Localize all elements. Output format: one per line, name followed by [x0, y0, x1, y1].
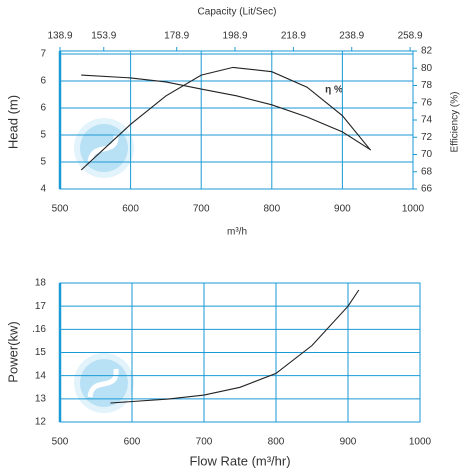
x2-tick-label: 258.9	[398, 31, 423, 42]
y-tick-label: 13	[35, 393, 47, 404]
x2-tick-label: 178.9	[164, 31, 189, 42]
x-axis-title: m³/h	[227, 227, 247, 238]
x-tick-label: 800	[263, 204, 280, 215]
x-tick-label: 900	[340, 437, 357, 448]
annotation: η %	[325, 85, 343, 96]
y2-tick-label: 78	[421, 80, 433, 91]
y-axis-title: Head (m)	[5, 95, 20, 149]
x-tick-label: 900	[334, 204, 351, 215]
y-tick-label: 5	[40, 157, 46, 168]
y2-tick-label: 82	[421, 46, 433, 57]
y-tick-label: 4	[40, 184, 46, 195]
y-tick-label: 7	[40, 49, 46, 60]
line-series	[81, 74, 371, 151]
y2-tick-label: 70	[421, 149, 433, 160]
x-tick-label: 500	[52, 437, 69, 448]
y-axis-title: Power(kw)	[5, 321, 20, 382]
y-tick-label: 17	[35, 301, 47, 312]
y2-tick-label: 76	[421, 97, 433, 108]
x2-tick-label: 198.9	[223, 31, 248, 42]
y-tick-label: 6	[40, 103, 46, 114]
y-tick-label: 6	[40, 76, 46, 87]
x-axis-title: Flow Rate (m³/hr)	[189, 453, 290, 468]
line-series	[80, 66, 372, 171]
line-series	[110, 289, 360, 404]
x-tick-label: 700	[196, 437, 213, 448]
y-tick-label: 14	[35, 370, 47, 381]
x2-tick-label: 153.9	[91, 31, 116, 42]
x-tick-label: 600	[122, 204, 139, 215]
x2-tick-label: 138.9	[47, 31, 72, 42]
logo	[74, 353, 134, 413]
y2-tick-label: 74	[421, 115, 433, 126]
y2-tick-label: 68	[421, 166, 433, 177]
y-tick-label: .16	[32, 324, 46, 335]
x-tick-label: 600	[124, 437, 141, 448]
y2-tick-label: 66	[421, 184, 433, 195]
x2-tick-label: 238.9	[339, 31, 364, 42]
y2-tick-label: 80	[421, 63, 433, 74]
x-tick-label: 500	[52, 204, 69, 215]
x-tick-label: 800	[268, 437, 285, 448]
x2-tick-label: 218.9	[281, 31, 306, 42]
y2-tick-label: 72	[421, 132, 433, 143]
x2-axis-title: Capacity (Lit/Sec)	[198, 7, 277, 18]
y-tick-label: 5	[40, 130, 46, 141]
x-tick-label: 1000	[409, 437, 432, 448]
x-tick-label: 700	[193, 204, 210, 215]
x-tick-label: 1000	[402, 204, 425, 215]
y-tick-label: 15	[35, 347, 47, 358]
y-tick-label: 12	[35, 417, 47, 428]
y-tick-label: 18	[35, 278, 47, 289]
y2-axis-title: Efficiency (%)	[450, 92, 461, 153]
